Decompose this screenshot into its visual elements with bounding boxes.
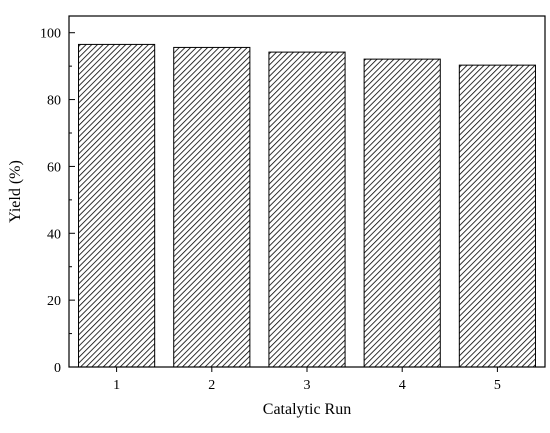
x-tick-label: 3: [304, 378, 311, 393]
y-tick-label: 0: [54, 361, 61, 376]
x-tick-label: 4: [399, 378, 406, 393]
x-tick-label: 2: [208, 378, 215, 393]
y-axis-label: Yield (%): [7, 160, 24, 223]
y-axis-ticks: 0 20 40 60 80 100: [40, 27, 75, 376]
y-tick-label: 100: [40, 27, 61, 42]
y-tick-label: 40: [47, 227, 61, 242]
x-tick-label: 1: [113, 378, 120, 393]
y-tick-label: 20: [47, 294, 61, 309]
bar-run-4: [363, 58, 441, 368]
x-axis-ticks: 1 2 3 4 5: [113, 367, 501, 393]
bar-run-3: [268, 51, 346, 368]
y-tick-label: 80: [47, 94, 61, 109]
y-tick-label: 60: [47, 160, 61, 175]
bar-run-5: [458, 64, 536, 368]
bars-layer: [78, 43, 536, 368]
bar-run-1: [78, 43, 156, 368]
bar-run-2: [173, 46, 251, 368]
x-axis-label: Catalytic Run: [263, 401, 351, 418]
x-tick-label: 5: [494, 378, 501, 393]
